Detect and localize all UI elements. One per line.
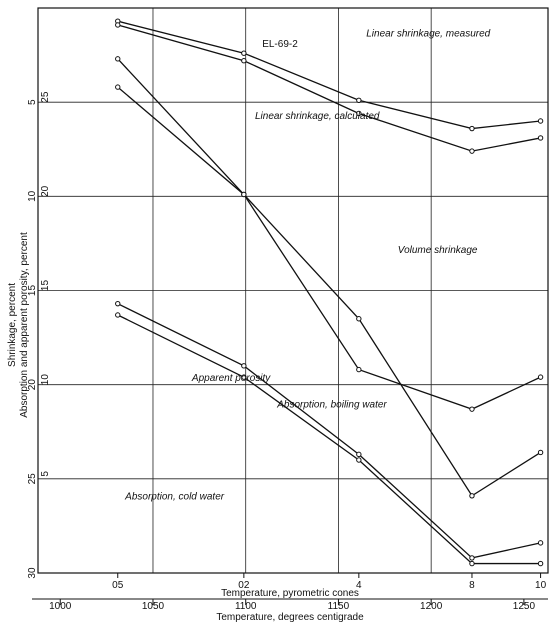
temperature-tick-label: 1050 [142, 601, 165, 612]
series-layer [115, 18, 544, 567]
cone-tick-label: 10 [535, 580, 547, 591]
y-left-axis-label: Shrinkage, percent [7, 283, 18, 367]
right-tick-label: 5 [40, 471, 51, 477]
series-2 [115, 22, 544, 154]
series-line [117, 303, 541, 559]
data-point [115, 84, 121, 90]
data-point [469, 406, 475, 412]
data-point [115, 312, 121, 318]
data-point [537, 135, 544, 141]
data-point [356, 457, 362, 463]
series-annotation: Absorption, cold water [124, 492, 225, 503]
data-point [356, 451, 362, 458]
data-point [115, 22, 121, 28]
cone-tick-labels: 05 02 4 8 10 [112, 573, 547, 591]
series-line [117, 58, 541, 497]
x-cone-axis-label: Temperature, pyrometric cones [221, 588, 359, 599]
y-right-axis-label: Absorption and apparent porosity, percen… [19, 232, 30, 418]
data-point [241, 374, 247, 380]
right-tick-label: 25 [40, 91, 51, 103]
data-point [356, 97, 362, 103]
left-tick-label: 15 [27, 285, 38, 297]
left-tick-label: 30 [27, 567, 38, 579]
chart-title: EL-69-2 [262, 39, 298, 50]
series-6 [115, 312, 544, 567]
cone-tick-label: 02 [238, 580, 250, 591]
series-annotation: Apparent porosity [191, 373, 271, 384]
right-tick-label: 20 [40, 185, 51, 197]
data-point [241, 58, 247, 64]
series-1 [115, 18, 544, 132]
data-point [469, 560, 475, 567]
right-tick-label: 10 [40, 374, 51, 386]
series-annotation: Volume shrinkage [398, 245, 478, 256]
cone-tick-label: 8 [469, 580, 475, 591]
data-point [537, 540, 544, 546]
data-point [469, 555, 475, 561]
series-annotation: Linear shrinkage, calculated [255, 111, 380, 122]
data-point [356, 316, 362, 322]
series-4 [115, 84, 544, 412]
x-temperature-axis-label: Temperature, degrees centigrade [216, 612, 364, 623]
left-tick-label: 10 [27, 190, 38, 202]
data-point [356, 366, 362, 373]
data-point [537, 118, 544, 124]
data-point [469, 148, 475, 154]
annotation-layer: Linear shrinkage, measured Linear shrinka… [124, 28, 490, 502]
temperature-tick-label: 1000 [49, 601, 72, 612]
data-point [115, 56, 121, 62]
temperature-tick-label: 1100 [235, 601, 257, 612]
left-tick-label: 5 [27, 99, 38, 105]
series-5 [115, 300, 544, 561]
right-tick-labels: 25 20 15 10 5 [40, 91, 51, 476]
series-annotation: Absorption, boiling water [276, 399, 387, 410]
series-3 [115, 56, 544, 499]
series-annotation: Linear shrinkage, measured [366, 28, 490, 39]
data-point [241, 50, 247, 56]
data-point [241, 191, 247, 198]
data-point [356, 110, 362, 117]
right-tick-label: 15 [40, 280, 51, 292]
temperature-tick-labels: 1000 1050 1100 1150 1200 1250 [32, 598, 548, 612]
data-point [469, 493, 475, 499]
temperature-tick-label: 1250 [513, 601, 536, 612]
left-tick-label: 20 [27, 379, 38, 391]
data-point [537, 560, 544, 567]
data-point [469, 125, 475, 132]
plot-frame [37, 7, 549, 574]
left-tick-labels: 5 10 15 20 25 30 [27, 99, 38, 579]
data-point [537, 449, 544, 456]
data-point [537, 374, 544, 380]
cone-tick-label: 05 [112, 580, 124, 591]
data-point [241, 363, 247, 369]
temperature-tick-label: 1200 [420, 601, 443, 612]
cone-tick-label: 4 [356, 580, 362, 591]
temperature-tick-label: 1150 [328, 601, 350, 612]
left-tick-label: 25 [27, 473, 38, 485]
grid [38, 8, 548, 573]
series-line [117, 314, 541, 565]
data-point [115, 300, 121, 307]
